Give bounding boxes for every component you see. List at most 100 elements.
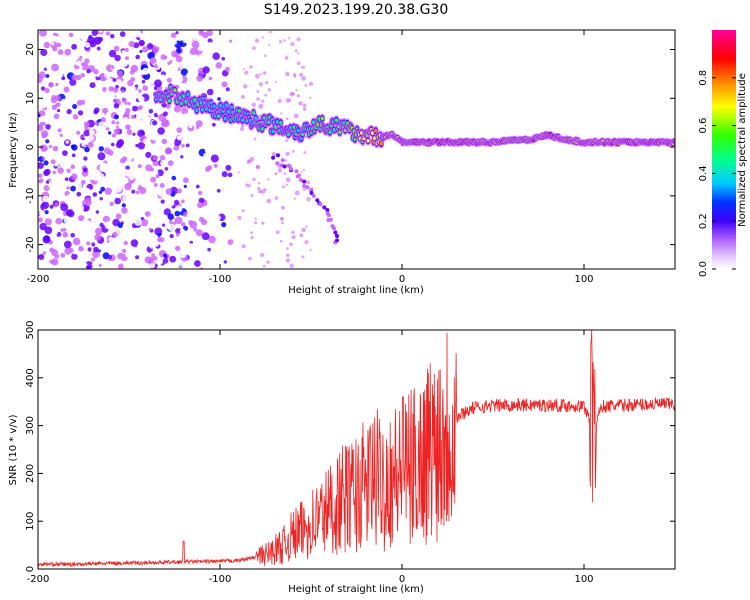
spectrogram-noise-blob <box>167 153 171 158</box>
spectrogram-noise-blob <box>92 192 98 197</box>
spectrogram-noise-blob <box>143 110 148 115</box>
snr-ylabel: SNR (10 * v/v) <box>8 414 19 485</box>
spectrogram-noise-blob <box>261 99 265 103</box>
spectrogram-noise-blob <box>296 37 301 42</box>
spectrogram-noise-blob <box>43 160 49 166</box>
spectrogram-noise-blob <box>66 168 71 173</box>
spectrogram-noise-blob <box>131 189 136 194</box>
spectrogram-noise-blob <box>86 69 91 74</box>
spectrogram-noise-blob <box>296 61 301 65</box>
spectrogram-noise-blob <box>70 164 75 169</box>
spectrogram-noise-blob <box>63 217 70 224</box>
spectrogram-noise-blob <box>261 221 265 225</box>
spectrogram-noise-blob <box>175 228 182 234</box>
spectrogram-noise-blob <box>41 133 47 139</box>
spectrogram-noise-blob <box>280 112 283 115</box>
spectrogram-noise-blob <box>149 242 155 249</box>
spectrogram-noise-blob <box>38 196 42 204</box>
spectrogram-noise-blob <box>40 102 47 109</box>
spectrogram-noise-blob <box>243 68 245 70</box>
spectrogram-noise-blob <box>48 81 54 88</box>
spectrogram-noise-blob <box>295 89 298 92</box>
spectrogram-noise-blob <box>104 135 113 144</box>
spectrogram-noise-blob <box>176 188 182 194</box>
spectrogram-noise-blob <box>56 42 62 48</box>
figure-title: S149.2023.199.20.38.G30 <box>264 2 449 18</box>
spectrogram-noise-blob <box>182 121 188 126</box>
snr-ytick-label: 400 <box>25 368 36 387</box>
spectrogram-noise-blob <box>114 184 123 193</box>
spectrogram-noise-blob <box>96 57 102 62</box>
spectrogram-noise-blob <box>183 184 187 188</box>
spectrogram-noise-blob <box>99 30 103 33</box>
spectrogram-noise-blob <box>172 40 177 45</box>
spectrogram-noise-blob <box>76 191 82 197</box>
spectrogram-noise-blob <box>130 229 134 233</box>
spectrogram-noise-blob <box>88 135 95 142</box>
spectrogram-frame <box>37 29 676 270</box>
spectrogram-ridge-core <box>254 116 258 120</box>
spectrogram-noise-blob <box>206 88 214 96</box>
spectrogram-noise-blob <box>51 42 55 46</box>
spectrogram-noise-blob <box>76 70 80 74</box>
spectrogram-noise-blob <box>59 133 63 138</box>
spectrogram-noise-blob <box>304 84 308 87</box>
spectrogram-noise-blob <box>85 188 92 195</box>
snr-xtick-label: -200 <box>27 574 50 585</box>
spectrogram-noise-blob <box>161 102 167 108</box>
spectrogram-noise-blob <box>42 195 49 203</box>
spectrogram-noise-blob <box>210 154 219 163</box>
spectrogram-noise-blob <box>215 62 223 69</box>
spectrogram-noise-blob <box>160 160 167 167</box>
spectrogram-noise-blob <box>38 242 44 250</box>
spectrogram-noise-blob <box>244 70 249 75</box>
spectrogram-noise-blob <box>135 87 139 91</box>
spectrogram-noise-blob <box>73 55 78 61</box>
spectrogram-noise-blob <box>143 138 149 145</box>
spectrogram-noise-blob <box>79 55 83 60</box>
spectrogram-noise-blob <box>56 102 61 108</box>
spectrogram-noise-blob <box>137 141 146 150</box>
spectrogram-noise-blob <box>126 129 133 135</box>
spectrogram-noise-blob <box>125 56 129 61</box>
spectrogram-noise-blob <box>127 102 131 106</box>
spectrogram-noise-blob <box>49 204 54 209</box>
spectrogram-noise-blob <box>69 78 77 86</box>
spectrogram-noise-blob <box>153 86 158 91</box>
spectrogram-branch-blob <box>305 185 310 190</box>
spectrogram-noise-blob <box>181 199 185 204</box>
spectrogram-noise-blob <box>167 223 176 232</box>
spectrogram-noise-blob <box>175 31 179 35</box>
spectrogram-noise-blob <box>112 232 118 238</box>
spectrogram-noise-blob <box>83 156 88 161</box>
spectrogram-noise-blob <box>207 41 213 48</box>
spectrogram-noise-blob <box>247 184 251 188</box>
spectrogram-noise-blob <box>56 109 61 113</box>
spectrogram-noise-blob <box>52 145 59 152</box>
spectrogram-noise-blob <box>42 235 51 244</box>
spectrogram-noise-blob <box>134 84 139 88</box>
spectrogram-noise-blob <box>302 188 306 191</box>
spectrogram-noise-blob <box>121 203 126 208</box>
spectrogram-noise-blob <box>42 156 46 160</box>
spectrogram-noise-blob <box>106 127 110 131</box>
spectrogram-noise-blob <box>302 103 307 108</box>
spectrogram-noise-blob <box>88 152 94 158</box>
spectrogram-noise-blob <box>66 108 72 115</box>
spectrogram-noise-blob <box>145 36 149 40</box>
spectrogram-noise-blob <box>241 244 246 249</box>
snr-frame <box>37 329 676 570</box>
spectrogram-noise-blob <box>237 171 240 174</box>
spectrogram-noise-blob <box>60 160 64 165</box>
spectrogram-noise-blob <box>91 262 96 267</box>
spectrogram-noise-blob <box>172 218 176 222</box>
spectrogram-branch-blob <box>309 191 314 195</box>
spectrogram-noise-blob <box>227 172 233 178</box>
spectrogram-noise-blob <box>243 84 248 89</box>
spectrogram-noise-blob <box>280 217 283 220</box>
spectrogram-noise-blob <box>54 135 62 143</box>
spectrogram-noise-blob <box>154 146 160 152</box>
spectrogram-noise-blob <box>207 38 213 44</box>
spectrogram-noise-blob <box>52 35 58 41</box>
